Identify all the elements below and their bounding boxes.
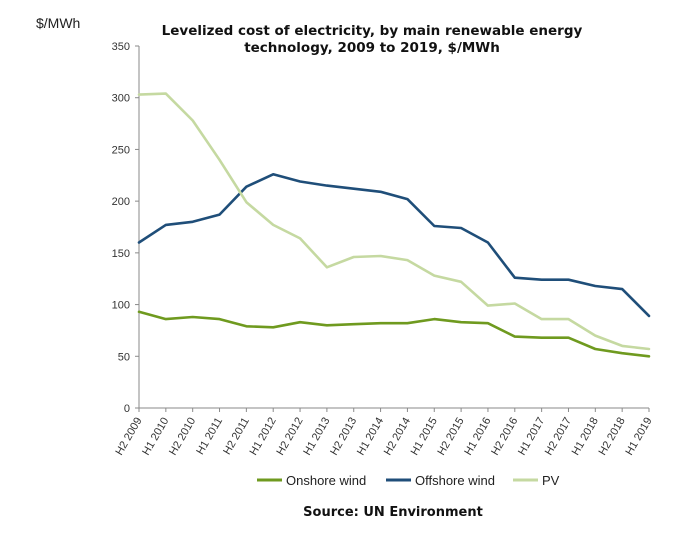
legend-label-offshore-wind: Offshore wind (415, 473, 495, 488)
y-tick-label: 100 (112, 300, 130, 312)
y-tick-label: 0 (124, 403, 130, 415)
y-tick-label: 150 (112, 248, 130, 260)
series-line-onshore-wind (137, 310, 651, 358)
y-tick-label: 200 (112, 196, 130, 208)
y-tick-label: 50 (118, 351, 130, 363)
y-tick-label: 350 (112, 41, 130, 53)
legend-label-pv: PV (542, 473, 560, 488)
chart-title-line-2: technology, 2009 to 2019, $/MWh (244, 40, 500, 56)
axes (138, 46, 649, 409)
y-axis-ticks: 0 50 100 150 200 250 300 350 (112, 41, 139, 415)
legend-label-onshore-wind: Onshore wind (286, 473, 366, 488)
y-tick-label: 250 (112, 144, 130, 156)
y-axis-unit-label: $/MWh (36, 15, 80, 31)
y-tick-label: 300 (112, 93, 130, 105)
x-tick-label: H1 2019 (623, 416, 654, 458)
source-note: Source: UN Environment (303, 505, 483, 520)
series-line-offshore-wind (137, 173, 651, 318)
series-lines (137, 92, 651, 358)
chart-title-line-1: Levelized cost of electricity, by main r… (162, 23, 583, 39)
legend: Onshore wind Offshore wind PV (257, 473, 560, 488)
series-line-pv (137, 92, 651, 351)
